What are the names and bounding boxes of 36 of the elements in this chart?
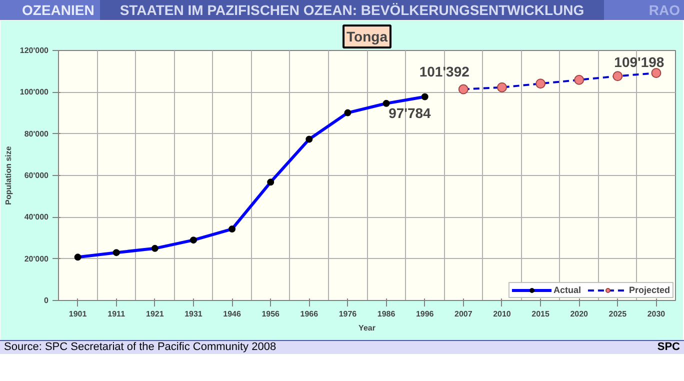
x-tick-label: 1931	[184, 310, 203, 318]
chart-title: STAATEN IM PAZIFISCHEN OZEAN: BEVÖLKERUNGSENTWICKLUNG	[118, 1, 586, 20]
legend-label: Actual	[553, 285, 581, 295]
annotation: 101'392	[419, 63, 470, 80]
annotation: 97'784	[388, 104, 432, 121]
x-tick-label: 1956	[262, 310, 280, 318]
y-tick-label: 100'000	[20, 88, 50, 97]
text: OZEANIEN	[0, 0, 100, 20]
annotation: 109'198	[614, 54, 664, 70]
x-tick-label: 1911	[108, 310, 126, 318]
y-tick-label: 80'000	[24, 129, 50, 138]
x-axis-title: Year	[358, 324, 376, 332]
y-axis-title: Population size	[4, 146, 13, 205]
x-tick-label: 2015	[532, 310, 550, 318]
text: RAO	[604, 0, 684, 20]
x-tick-label: 1996	[416, 310, 434, 318]
x-tick-label: 2007	[454, 310, 473, 318]
x-tick-label: 1946	[223, 310, 242, 318]
chart-subtitle: Tonga	[346, 28, 388, 44]
x-tick-label: 2020	[570, 310, 589, 318]
x-tick-label: 1921	[146, 310, 164, 318]
x-tick-label: 1966	[300, 310, 319, 318]
y-tick-label: 0	[44, 296, 50, 305]
x-tick-label: 1986	[377, 310, 396, 318]
source-note: Source: SPC Secretariat of the Pacific Community 2008	[4, 341, 276, 354]
x-tick-label: 2030	[647, 310, 666, 318]
x-tick-label: 2025	[608, 310, 628, 318]
y-tick-label: 20'000	[24, 254, 50, 264]
y-tick-label: 60'000	[24, 171, 50, 180]
legend-label: Projected	[628, 285, 670, 295]
y-tick-label: 40'000	[24, 212, 50, 222]
x-tick-label: 1976	[338, 310, 358, 318]
x-tick-label: 2010	[493, 310, 512, 318]
y-tick-label: 120'000	[20, 46, 50, 55]
text: SPC	[657, 341, 680, 354]
x-tick-label: 1901	[68, 310, 88, 318]
